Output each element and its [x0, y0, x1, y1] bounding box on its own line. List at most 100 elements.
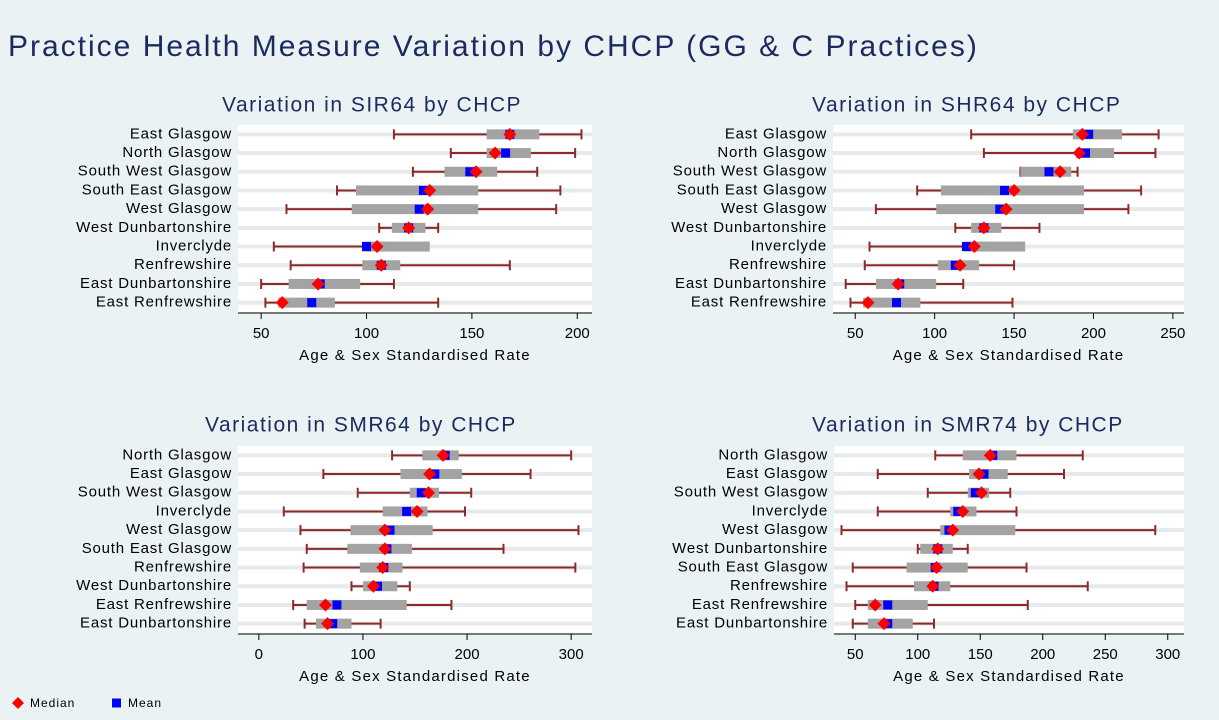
iqr-box: [863, 297, 921, 308]
legend-median-marker: [12, 697, 24, 709]
category-label: West Dunbartonshire: [76, 577, 232, 594]
category-label: West Dunbartonshire: [672, 540, 828, 557]
panel-title: Variation in SHR64 by CHCP: [812, 94, 1121, 117]
median-marker: [977, 221, 991, 235]
mean-marker: [307, 298, 317, 308]
x-tick-label: 200: [1030, 646, 1055, 663]
mean-marker: [362, 242, 372, 252]
category-label: South East Glasgow: [82, 181, 232, 198]
median-marker: [975, 486, 988, 500]
median-marker: [967, 240, 981, 254]
x-axis-label: Age & Sex Standardised Rate: [299, 347, 531, 364]
category-label: Renfrewshire: [134, 559, 232, 576]
category-label: South East Glasgow: [678, 559, 828, 576]
iqr-box: [875, 278, 937, 289]
iqr-box: [940, 525, 1016, 536]
category-label: Inverclyde: [752, 502, 828, 519]
median-marker: [1053, 165, 1067, 179]
median-marker: [972, 467, 986, 481]
category-label: South West Glasgow: [78, 163, 232, 180]
x-tick-label: 100: [922, 325, 947, 342]
mean-marker: [414, 204, 424, 214]
x-axis-label: Age & Sex Standardised Rate: [299, 668, 531, 685]
median-marker: [366, 579, 380, 593]
category-label: Inverclyde: [156, 502, 232, 519]
x-tick-label: 100: [354, 325, 379, 342]
median-marker: [423, 467, 437, 481]
category-label: North Glasgow: [122, 144, 232, 161]
median-marker: [946, 523, 960, 537]
median-marker: [1072, 146, 1086, 160]
mean-marker: [1000, 185, 1010, 195]
mean-marker: [501, 148, 511, 158]
legend-mean-marker: [112, 698, 121, 708]
median-marker: [374, 258, 388, 272]
median-marker: [931, 542, 945, 556]
category-label: East Renfrewshire: [691, 294, 827, 311]
median-marker: [868, 598, 882, 612]
mean-marker: [892, 298, 902, 308]
iqr-box: [1072, 129, 1123, 140]
category-label: South West Glasgow: [78, 484, 232, 501]
median-marker: [861, 296, 875, 310]
category-label: South West Glasgow: [673, 163, 827, 180]
median-marker: [956, 504, 970, 518]
median-marker: [1007, 183, 1021, 197]
iqr-box: [356, 185, 479, 196]
category-label: Renfrewshire: [134, 256, 232, 273]
x-tick-label: 150: [1002, 325, 1027, 342]
mean-marker: [402, 506, 412, 516]
category-label: East Glasgow: [725, 125, 827, 142]
median-marker: [999, 202, 1013, 216]
x-tick-label: 0: [255, 646, 263, 663]
category-label: East Renfrewshire: [96, 294, 232, 311]
x-tick-label: 250: [1160, 325, 1185, 342]
median-marker: [423, 183, 437, 197]
category-label: North Glasgow: [718, 446, 828, 463]
median-marker: [318, 598, 332, 612]
median-marker: [370, 240, 384, 254]
legend-label: Median: [30, 696, 75, 710]
category-label: East Renfrewshire: [692, 596, 828, 613]
median-marker: [469, 165, 483, 179]
category-label: East Dunbartonshire: [80, 275, 232, 292]
category-label: South East Glasgow: [677, 181, 827, 198]
median-marker: [311, 277, 325, 291]
median-marker: [930, 561, 943, 575]
x-tick-label: 150: [968, 646, 993, 663]
iqr-box: [306, 599, 407, 610]
iqr-box: [362, 241, 430, 252]
category-label: West Glasgow: [126, 200, 232, 217]
x-tick-label: 200: [1081, 325, 1106, 342]
category-label: Renfrewshire: [729, 256, 827, 273]
figure-title: Practice Health Measure Variation by CHC…: [8, 30, 979, 63]
median-marker: [422, 486, 436, 500]
category-label: East Dunbartonshire: [80, 615, 232, 632]
median-marker: [436, 448, 450, 462]
category-label: East Dunbartonshire: [675, 275, 827, 292]
category-label: East Dunbartonshire: [676, 615, 828, 632]
x-axis-label: Age & Sex Standardised Rate: [893, 347, 1125, 364]
median-marker: [321, 617, 335, 631]
legend-label: Mean: [128, 696, 162, 710]
median-marker: [926, 579, 940, 593]
mean-marker: [1044, 167, 1054, 177]
category-label: Inverclyde: [156, 238, 232, 255]
x-tick-label: 100: [905, 646, 930, 663]
category-label: Inverclyde: [751, 238, 827, 255]
panel-title: Variation in SMR74 by CHCP: [812, 414, 1124, 437]
median-marker: [410, 504, 424, 518]
panel-title: Variation in SIR64 by CHCP: [222, 94, 522, 117]
median-marker: [877, 617, 891, 631]
category-label: Renfrewshire: [730, 577, 828, 594]
x-tick-label: 150: [459, 325, 484, 342]
iqr-box: [278, 297, 335, 308]
iqr-box: [1076, 148, 1115, 159]
median-marker: [378, 542, 392, 556]
mean-marker: [332, 600, 342, 610]
mean-marker: [416, 488, 426, 498]
category-label: North Glasgow: [122, 446, 232, 463]
x-tick-label: 300: [559, 646, 584, 663]
mean-marker: [961, 242, 971, 252]
